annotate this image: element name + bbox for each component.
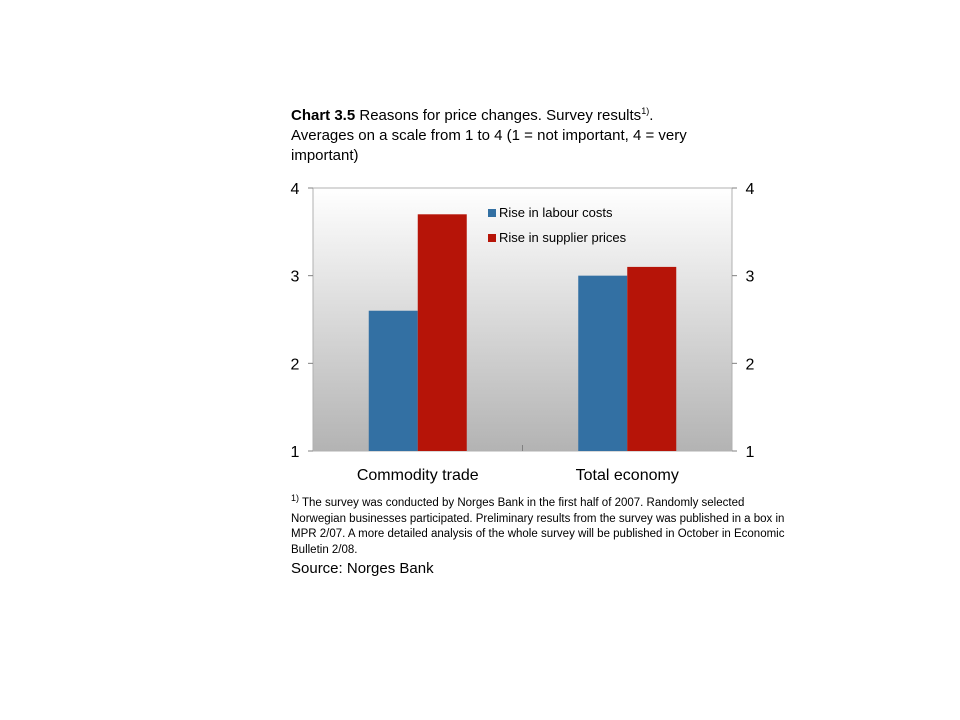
bar-supplier-prices [627,266,677,451]
x-category-label: Total economy [576,467,679,484]
x-category-label: Commodity trade [357,467,479,484]
y-tick-label-left: 3 [291,269,300,286]
chart-subtitle: Averages on a scale from 1 to 4 (1 = not… [291,127,687,164]
y-tick-label-left: 2 [291,356,300,373]
chart-number: Chart 3.5 [291,107,356,124]
y-tick-label-right: 3 [746,269,755,286]
legend-swatch [488,234,496,242]
y-tick-label-right: 1 [746,444,755,461]
bar-labour-costs [368,310,418,451]
legend-label: Rise in labour costs [499,205,613,220]
title-footnote-marker: 1) [641,106,650,116]
footnote-marker: 1) [291,493,300,504]
source-note: Source: Norges Bank [291,560,434,577]
chart-title-text: Reasons for price changes. Survey result… [359,107,642,124]
footnote: 1) The survey was conducted by Norges Ba… [291,493,791,558]
chart-title: Chart 3.5 Reasons for price changes. Sur… [291,106,741,166]
y-tick-label-right: 4 [746,181,755,198]
footnote-text: The survey was conducted by Norges Bank … [291,497,785,556]
y-tick-label-left: 1 [291,444,300,461]
y-tick-label-left: 4 [291,181,300,198]
y-tick-label-right: 2 [746,356,755,373]
bar-labour-costs [578,275,628,451]
legend-swatch [488,209,496,217]
title-period: . [649,107,654,124]
bar-supplier-prices [417,214,467,451]
legend-label: Rise in supplier prices [499,230,627,245]
